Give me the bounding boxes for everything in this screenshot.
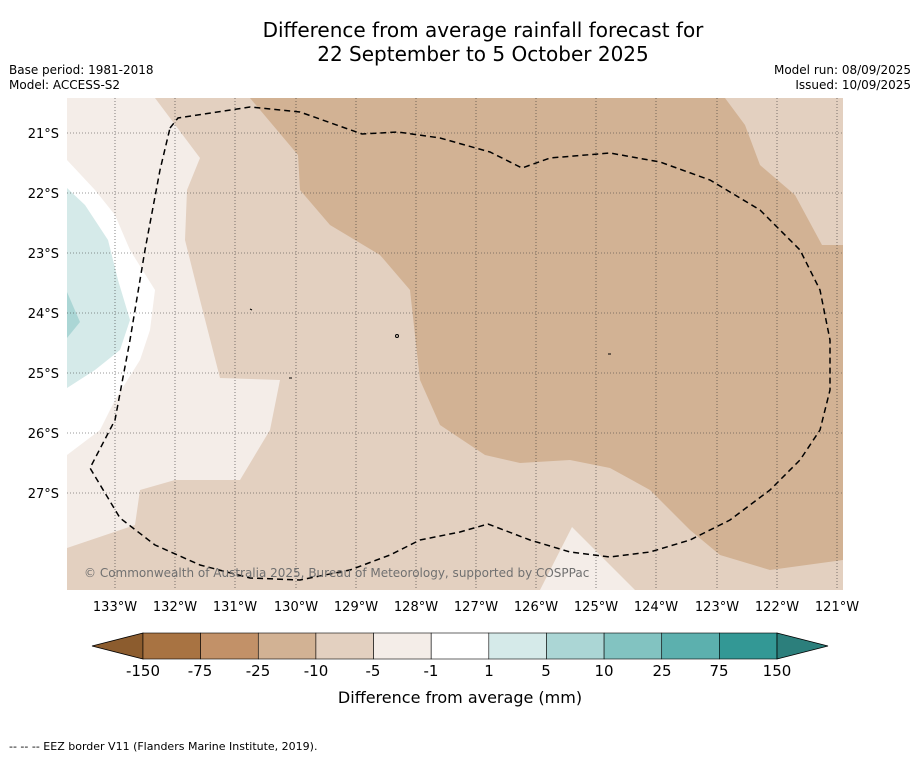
- meta-left: Base period: 1981-2018 Model: ACCESS-S2: [9, 63, 154, 93]
- colorbar-low-extend: [91, 632, 144, 660]
- grid-lines: [67, 98, 843, 590]
- colorbar-tick: 75: [709, 662, 728, 680]
- lon-label: 125°W: [574, 600, 618, 615]
- base-period-text: Base period: 1981-2018: [9, 63, 154, 77]
- colorbar-label: Difference from average (mm): [338, 688, 582, 707]
- colorbar-segment: [430, 632, 490, 660]
- lon-label: 130°W: [274, 600, 318, 615]
- contour-small-light: [540, 527, 635, 590]
- lat-label: 24°S: [28, 307, 59, 322]
- colorbar-segment: [315, 632, 374, 660]
- colorbar-tick: 25: [652, 662, 671, 680]
- title-line-2: 22 September to 5 October 2025: [317, 42, 649, 66]
- colorbar-tick: 1: [484, 662, 494, 680]
- eez-border: [89, 106, 831, 581]
- lat-label: 26°S: [28, 427, 59, 442]
- lon-label: 124°W: [634, 600, 678, 615]
- colorbar-tick: 150: [763, 662, 792, 680]
- copyright-text: © Commonwealth of Australia 2025, Bureau…: [84, 566, 589, 580]
- colorbar-tick: -75: [188, 662, 213, 680]
- lon-label: 122°W: [755, 600, 799, 615]
- lon-label: 132°W: [153, 600, 197, 615]
- rainfall-map: © Commonwealth of Australia 2025, Bureau…: [67, 98, 843, 590]
- colorbar-tick: 5: [541, 662, 551, 680]
- lat-label: 27°S: [28, 487, 59, 502]
- colorbar-segment: [546, 632, 605, 660]
- lon-label: 127°W: [454, 600, 498, 615]
- lat-label: 22°S: [28, 187, 59, 202]
- colorbar-ticks: -150 -75 -25 -10 -5 -1 1 5 10 25 75 150: [126, 662, 791, 680]
- lat-axis: 21°S 22°S 23°S 24°S 25°S 26°S 27°S: [28, 127, 59, 502]
- lat-label: 25°S: [28, 367, 59, 382]
- colorbar-high-extend: [776, 632, 829, 660]
- colorbar-segments: [142, 632, 778, 660]
- colorbar-segment: [603, 632, 663, 660]
- chart-title: Difference from average rainfall forecas…: [0, 18, 919, 66]
- colorbar-segment: [200, 632, 259, 660]
- colorbar-tick: -25: [246, 662, 271, 680]
- lon-label: 133°W: [93, 600, 137, 615]
- colorbar-tick: -1: [424, 662, 439, 680]
- colorbar-segment: [719, 632, 778, 660]
- title-line-1: Difference from average rainfall forecas…: [262, 18, 704, 42]
- lon-axis: 133°W 132°W 131°W 130°W 129°W 128°W 127°…: [93, 600, 859, 615]
- lon-label: 126°W: [514, 600, 558, 615]
- colorbar-segment: [142, 632, 201, 660]
- lon-label: 129°W: [334, 600, 378, 615]
- colorbar-tick: -10: [304, 662, 329, 680]
- lon-label: 128°W: [394, 600, 438, 615]
- lat-label: 23°S: [28, 247, 59, 262]
- islands: [249, 308, 611, 379]
- colorbar-segment: [257, 632, 317, 660]
- lon-label: 121°W: [815, 600, 859, 615]
- model-run-text: Model run: 08/09/2025: [773, 63, 911, 77]
- lon-label: 123°W: [695, 600, 739, 615]
- contour-minus25: [250, 98, 843, 570]
- colorbar: -150 -75 -25 -10 -5 -1 1 5 10 25 75 150 …: [91, 632, 829, 707]
- colorbar-segment: [488, 632, 547, 660]
- lat-label: 21°S: [28, 127, 59, 142]
- contour-plus5: [67, 292, 80, 338]
- model-text: Model: ACCESS-S2: [9, 78, 121, 92]
- colorbar-tick: -5: [366, 662, 381, 680]
- footnote: -- -- -- EEZ border V11 (Flanders Marine…: [9, 740, 318, 753]
- colorbar-tick: -150: [126, 662, 160, 680]
- colorbar-tick: 10: [594, 662, 613, 680]
- colorbar-segment: [373, 632, 432, 660]
- contour-plus1: [67, 188, 130, 388]
- issued-text: Issued: 10/09/2025: [795, 78, 911, 92]
- lon-label: 131°W: [213, 600, 257, 615]
- colorbar-segment: [661, 632, 720, 660]
- meta-right: Model run: 08/09/2025 Issued: 10/09/2025: [774, 63, 911, 93]
